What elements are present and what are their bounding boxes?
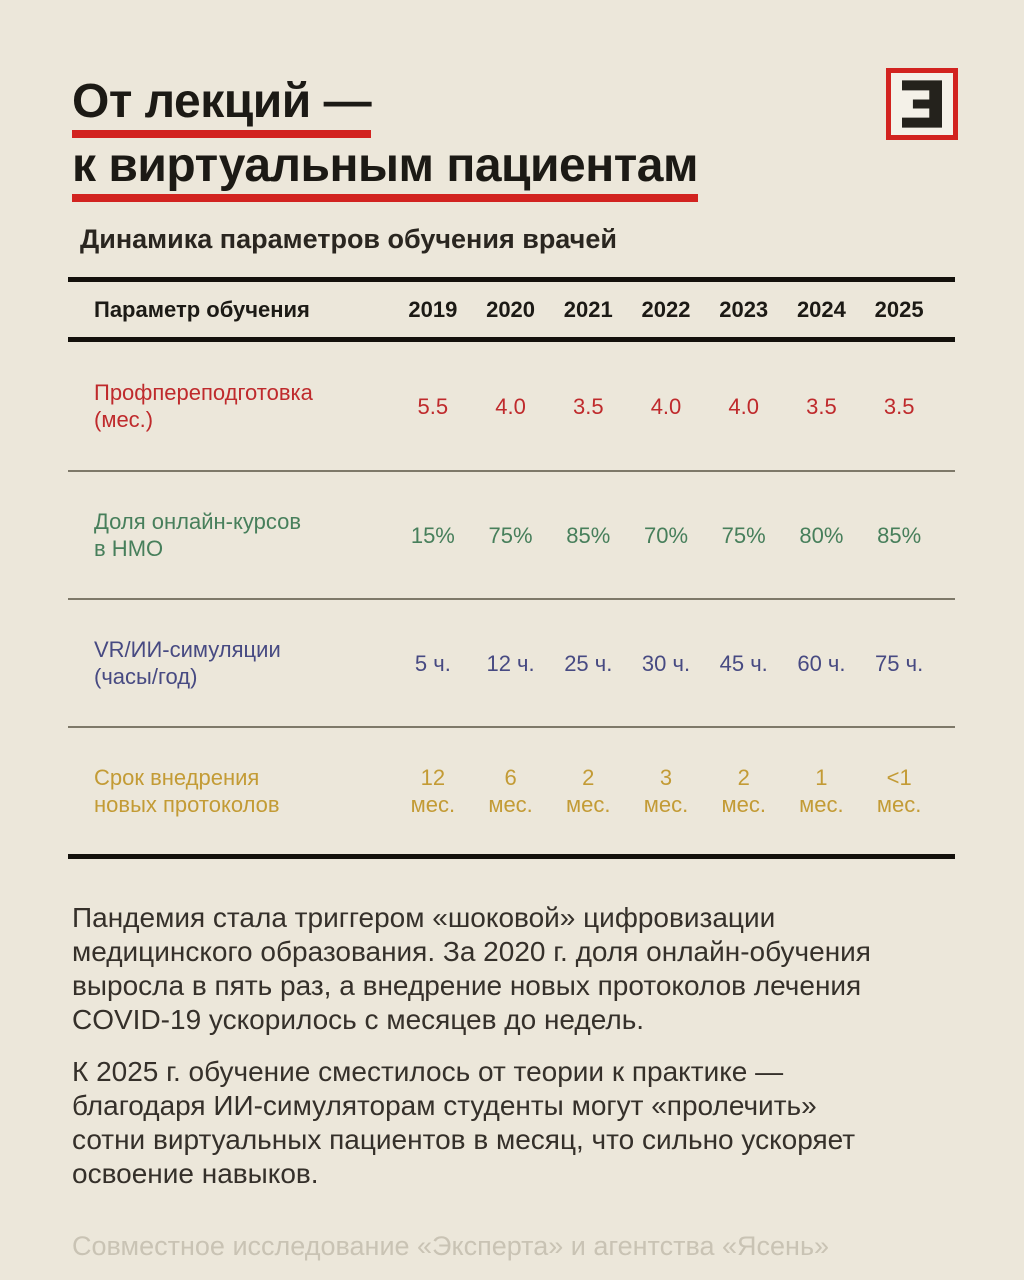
training-parameters-table: Параметр обучения 2019 2020 2021 2022 20… xyxy=(68,277,955,859)
table-cell: 30 ч. xyxy=(641,650,691,676)
table-cell: 5.5 xyxy=(417,393,449,419)
table-cell: 85% xyxy=(877,522,922,548)
page-title-line-1: От лекций — xyxy=(72,75,372,138)
row-label: VR/ИИ-симуляции (часы/год) xyxy=(94,637,281,689)
table-cell: 4.0 xyxy=(495,393,526,419)
table-cell: 80% xyxy=(799,522,844,548)
table-cell: 4.0 xyxy=(650,393,682,419)
column-header-year: 2024 xyxy=(796,296,846,322)
table-row-vr-ai-simulations: VR/ИИ-симуляции (часы/год) 5 ч. 12 ч. 25… xyxy=(68,598,955,726)
header: От лекций — к виртуальным пациентам xyxy=(0,0,1024,202)
column-header-year: 2025 xyxy=(874,296,924,322)
e-letter-icon xyxy=(902,80,942,128)
table-cell: 3.5 xyxy=(883,393,915,419)
table-cell: 3.5 xyxy=(572,393,604,419)
table-cell: 4.0 xyxy=(728,393,759,419)
table-row-protocol-adoption: Срок внедрения новых протоколов 12 мес. … xyxy=(68,726,955,854)
table-cell: <1 мес. xyxy=(876,765,922,817)
table-cell: 75% xyxy=(721,522,766,548)
table-cell: 70% xyxy=(643,522,689,548)
column-header-year: 2020 xyxy=(486,296,536,322)
table-cell: 15% xyxy=(410,522,455,548)
table-cell: 2 мес. xyxy=(566,765,611,817)
body-text: Пандемия стала триггером «шоковой» цифро… xyxy=(72,901,964,1191)
column-header-year: 2022 xyxy=(641,296,691,322)
table-header-row: Параметр обучения 2019 2020 2021 2022 20… xyxy=(68,282,955,342)
table-cell: 12 мес. xyxy=(410,765,456,817)
column-header-year: 2019 xyxy=(408,296,458,322)
table-cell: 45 ч. xyxy=(719,650,768,676)
column-header-year: 2021 xyxy=(563,296,613,322)
table-cell: 2 мес. xyxy=(721,765,766,817)
expert-magazine-logo xyxy=(886,68,958,140)
paragraph-2025: К 2025 г. обучение сместилось от теории … xyxy=(72,1056,856,1189)
table-cell: 75 ч. xyxy=(875,650,924,676)
column-header-year: 2023 xyxy=(719,296,769,322)
paragraph-pandemic: Пандемия стала триггером «шоковой» цифро… xyxy=(72,902,871,1035)
table-cell: 1 мес. xyxy=(799,765,844,817)
table-title: Динамика параметров обучения врачей xyxy=(80,224,617,254)
table-cell: 75% xyxy=(488,522,533,548)
row-label: Доля онлайн-курсов в НМО xyxy=(94,509,302,561)
table-row-retraining: Профпереподготовка (мес.) 5.5 4.0 3.5 4.… xyxy=(68,342,955,470)
page-title: От лекций — к виртуальным пациентам xyxy=(72,70,956,202)
row-label: Срок внедрения новых протоколов xyxy=(94,765,280,817)
table-cell: 3.5 xyxy=(806,393,837,419)
table-cell: 3 мес. xyxy=(643,765,689,817)
row-label: Профпереподготовка (мес.) xyxy=(94,380,313,432)
table-cell: 12 ч. xyxy=(486,650,535,676)
table-cell: 60 ч. xyxy=(797,650,846,676)
table-cell: 25 ч. xyxy=(564,650,613,676)
table-cell: 5 ч. xyxy=(414,650,451,676)
column-header-parameter: Параметр обучения xyxy=(94,296,310,322)
page-title-line-2: к виртуальным пациентам xyxy=(72,139,698,202)
table-cell: 85% xyxy=(566,522,611,548)
footer-credit: Совместное исследование «Эксперта» и аге… xyxy=(72,1231,830,1261)
table-row-online-courses: Доля онлайн-курсов в НМО 15% 75% 85% 70%… xyxy=(68,470,955,598)
table-cell: 6 мес. xyxy=(488,765,533,817)
